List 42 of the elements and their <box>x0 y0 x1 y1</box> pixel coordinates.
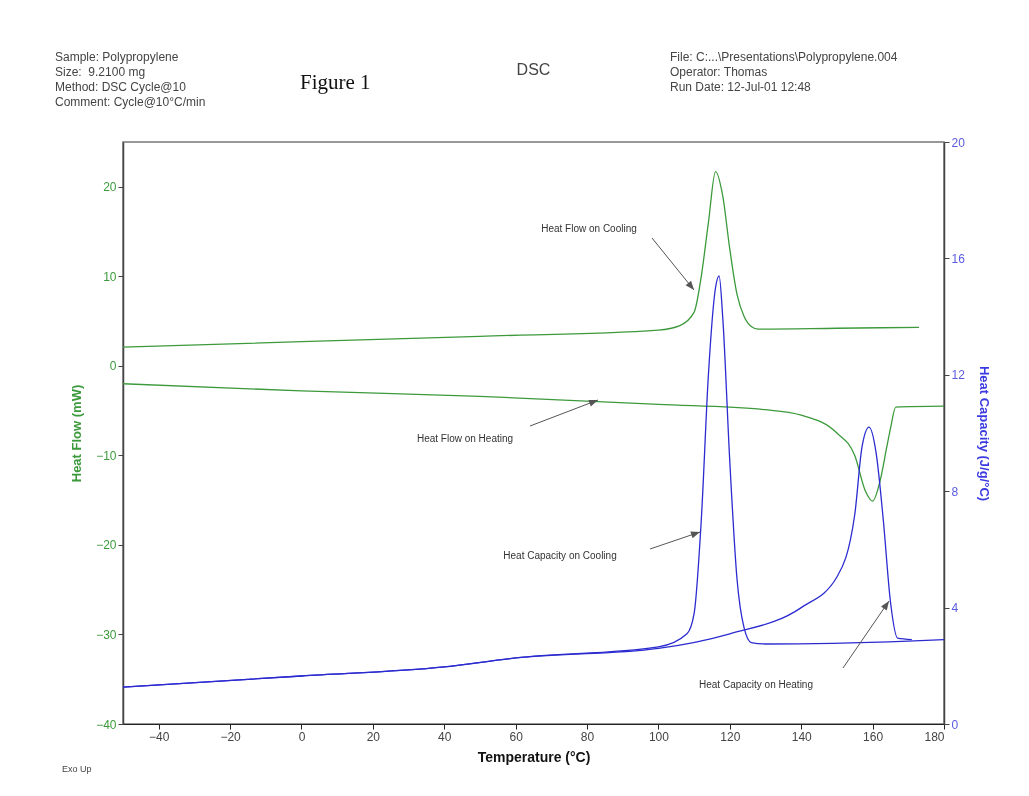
y2-tick-label: 12 <box>951 368 966 383</box>
caption: Figure 1 <box>300 70 371 95</box>
x-tick-label: 120 <box>720 729 741 744</box>
x-tick-label: 160 <box>863 729 884 744</box>
text: Comment: Cycle@10°C/min <box>55 95 206 110</box>
text: Size: 9.2100 mg <box>55 65 146 80</box>
text: Method: DSC Cycle@10 <box>55 80 186 95</box>
y-tick-label: −30 <box>96 627 117 642</box>
chart-title: DSC <box>516 61 551 78</box>
y2-tick-label: 20 <box>951 135 966 150</box>
y-tick-label: 20 <box>103 180 117 195</box>
x-tick-label: 100 <box>648 729 670 744</box>
annotation: Heat Flow on Heating <box>416 432 514 446</box>
x-tick-label: 180 <box>924 729 945 744</box>
annotation: Heat Capacity on Heating <box>699 678 813 692</box>
x-tick-label: −40 <box>149 729 170 744</box>
y2-axis-title: Heat Capacity (J/g/°C) <box>976 365 992 502</box>
text: File: C:...\Presentations\Polypropylene.004 <box>670 50 898 65</box>
x-axis-title: Temperature (°C) <box>477 748 591 765</box>
x-tick-label: 20 <box>366 729 381 744</box>
x-tick-label: 40 <box>438 729 452 744</box>
annotation: Heat Capacity on Cooling <box>503 549 617 563</box>
x-tick-label: 140 <box>791 729 813 744</box>
y2-tick-label: 4 <box>951 601 959 616</box>
y2-tick-label: 16 <box>951 251 966 266</box>
y-tick-label: −40 <box>96 717 117 732</box>
y-tick-label: −10 <box>96 448 117 463</box>
y2-tick-label: 0 <box>951 717 959 732</box>
y-tick-label: 0 <box>109 359 117 374</box>
y-tick-label: 10 <box>103 269 117 284</box>
y2-tick-label: 8 <box>951 484 959 499</box>
x-tick-label: 80 <box>580 729 595 744</box>
y-axis-title: Heat Flow (mW) <box>69 384 85 483</box>
text: Operator: Thomas <box>670 65 768 80</box>
text: Exo Up <box>62 763 92 776</box>
y-tick-label: −20 <box>96 538 117 553</box>
text: Run Date: 12-Jul-01 12:48 <box>670 80 811 95</box>
x-tick-label: −20 <box>220 729 242 744</box>
x-tick-label: 60 <box>509 729 524 744</box>
annotation: Heat Flow on Cooling <box>541 222 637 236</box>
text: Sample: Polypropylene <box>55 50 179 65</box>
x-tick-label: 0 <box>298 729 306 744</box>
